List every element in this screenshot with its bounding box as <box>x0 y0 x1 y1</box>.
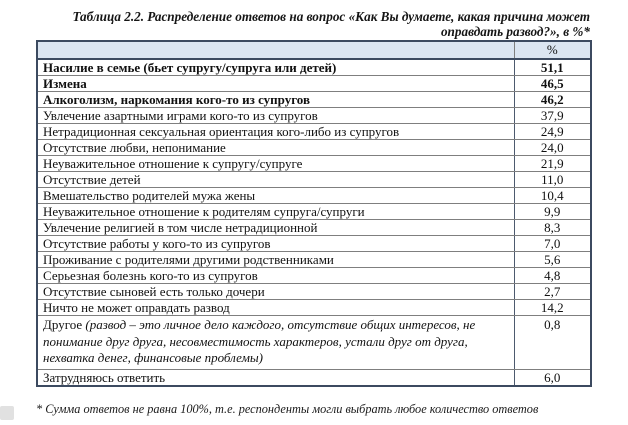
answer-value: 9,9 <box>513 203 591 220</box>
table-row: Другое (развод – это личное дело каждого… <box>37 315 591 370</box>
answer-value: 11,0 <box>513 171 591 188</box>
table-row: Насилие в семье (бьет супругу/супруга ил… <box>37 58 591 76</box>
answer-label: Алкоголизм, наркомания кого-то из супруг… <box>37 91 514 108</box>
answer-label: Неуважительное отношение к супругу/супру… <box>37 155 514 172</box>
table-row: Измена 46,5 <box>37 75 591 92</box>
answer-value: 2,7 <box>513 283 591 300</box>
answer-value: 46,5 <box>513 75 591 92</box>
table-row: Отсутствие сыновей есть только дочери 2,7 <box>37 283 591 300</box>
table-row: Неуважительное отношение к родителям суп… <box>37 203 591 220</box>
scan-artifact <box>0 406 14 420</box>
answer-label: Неуважительное отношение к родителям суп… <box>37 203 514 220</box>
table-row: Ничто не может оправдать развод 14,2 <box>37 299 591 316</box>
footnote: * Сумма ответов не равна 100%, т.е. респ… <box>36 402 539 416</box>
answer-label: Другое (развод – это личное дело каждого… <box>37 315 514 370</box>
table-row: Алкоголизм, наркомания кого-то из супруг… <box>37 91 591 108</box>
table-row: Серьезная болезнь кого-то из супругов 4,8 <box>37 267 591 284</box>
answer-value: 5,6 <box>513 251 591 268</box>
answer-value: 24,9 <box>513 123 591 140</box>
header-percent-cell: % <box>513 40 592 60</box>
table-row: Нетрадиционная сексуальная ориентация ко… <box>37 123 591 140</box>
answer-value: 51,1 <box>513 58 591 76</box>
answer-label: Серьезная болезнь кого-то из супругов <box>37 267 514 284</box>
table-row: Проживание с родителями другими родствен… <box>37 251 591 268</box>
answer-label: Нетрадиционная сексуальная ориентация ко… <box>37 123 514 140</box>
table-row: Увлечение азартными играми кого-то из су… <box>37 107 591 124</box>
table-row: Отсутствие любви, непонимание 24,0 <box>37 139 591 156</box>
answer-label: Увлечение азартными играми кого-то из су… <box>37 107 514 124</box>
answer-label: Ничто не может оправдать развод <box>37 299 514 316</box>
answer-value: 10,4 <box>513 187 591 204</box>
table-row: Затрудняюсь ответить 6,0 <box>37 368 591 386</box>
answer-value: 6,0 <box>513 368 591 386</box>
answer-label: Отсутствие детей <box>37 171 514 188</box>
answer-value: 21,9 <box>513 155 591 172</box>
table-row: Отсутствие работы у кого-то из супругов 7… <box>37 235 591 252</box>
answer-value: 4,8 <box>513 267 591 284</box>
answer-label: Отсутствие работы у кого-то из супругов <box>37 235 514 252</box>
answers-table: % Насилие в семье (бьет супругу/супруга … <box>36 40 592 387</box>
answer-value: 0,8 <box>513 315 591 370</box>
answer-value: 46,2 <box>513 91 591 108</box>
answer-value: 7,0 <box>513 235 591 252</box>
answer-label: Вмешательство родителей мужа жены <box>37 187 514 204</box>
table-row: Вмешательство родителей мужа жены 10,4 <box>37 187 591 204</box>
table-row: Отсутствие детей 11,0 <box>37 171 591 188</box>
answer-value: 8,3 <box>513 219 591 236</box>
table-title: Таблица 2.2. Распределение ответов на во… <box>72 9 590 39</box>
answer-label: Отсутствие любви, непонимание <box>37 139 514 156</box>
answer-value: 37,9 <box>513 107 591 124</box>
answer-label: Измена <box>37 75 514 92</box>
answer-label: Затрудняюсь ответить <box>37 368 514 386</box>
table-row: Увлечение религией в том числе нетрадици… <box>37 219 591 236</box>
header-empty-cell <box>36 40 515 60</box>
answer-label: Отсутствие сыновей есть только дочери <box>37 283 514 300</box>
answer-value: 14,2 <box>513 299 591 316</box>
answer-label: Насилие в семье (бьет супругу/супруга ил… <box>37 58 514 76</box>
answer-label: Проживание с родителями другими родствен… <box>37 251 514 268</box>
answer-note: (развод – это личное дело каждого, отсут… <box>43 317 476 365</box>
answer-value: 24,0 <box>513 139 591 156</box>
answer-label: Увлечение религией в том числе нетрадици… <box>37 219 514 236</box>
table-header-row: % <box>36 40 592 60</box>
table-row: Неуважительное отношение к супругу/супру… <box>37 155 591 172</box>
